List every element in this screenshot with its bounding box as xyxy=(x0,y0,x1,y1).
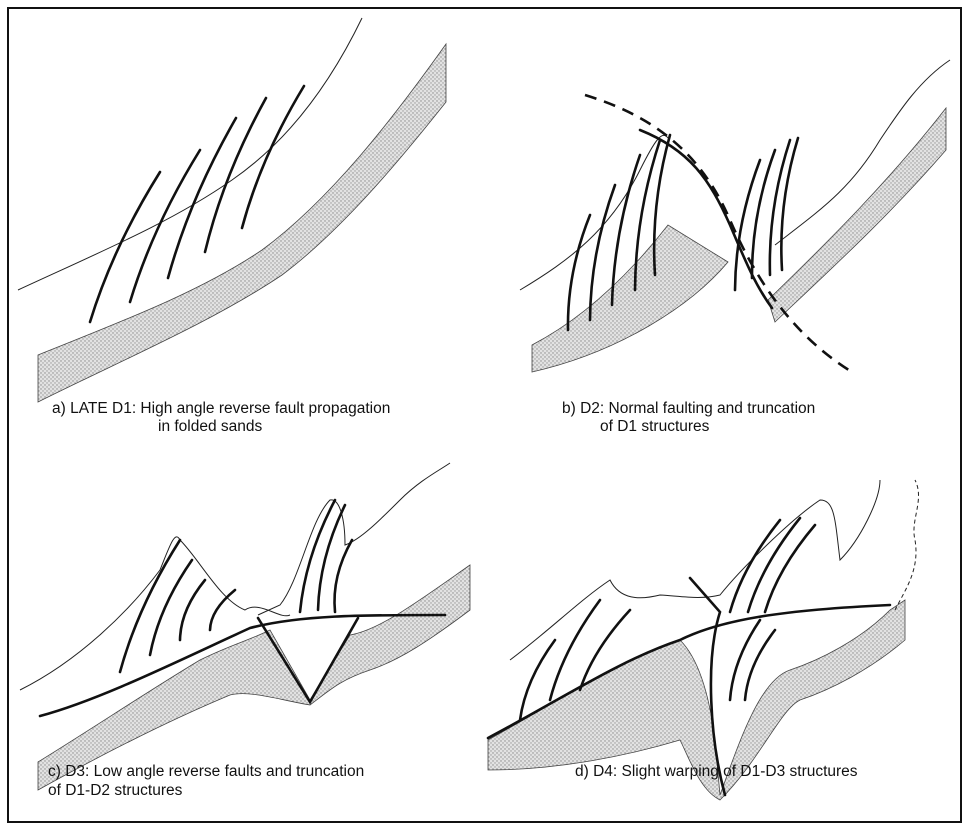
fault-trace xyxy=(610,153,642,307)
caption: of D1 structures xyxy=(600,418,710,435)
caption: b) D2: Normal faulting and truncation xyxy=(562,400,815,417)
fault-trace xyxy=(148,558,194,657)
thrust xyxy=(486,603,892,740)
sand-layer xyxy=(37,42,447,403)
fault-trace xyxy=(128,148,202,304)
panel-a xyxy=(17,17,447,403)
fault-trace xyxy=(203,96,268,254)
fault-trace xyxy=(652,133,672,277)
fault-trace xyxy=(118,538,182,674)
fault-trace xyxy=(746,516,802,614)
fault-trace xyxy=(728,618,762,702)
caption: of D1-D2 structures xyxy=(48,782,183,799)
fault-trace xyxy=(548,598,602,702)
fault-trace xyxy=(728,518,782,614)
faults xyxy=(88,84,817,722)
sand-layer xyxy=(487,599,906,801)
horizon xyxy=(894,479,919,611)
normal-fault xyxy=(688,576,727,797)
caption: a) LATE D1: High angle reverse fault pro… xyxy=(52,400,390,417)
fault-trace xyxy=(633,138,662,292)
caption: d) D4: Slight warping of D1-D3 structure… xyxy=(575,763,858,780)
horizon xyxy=(19,536,291,691)
fault-trace xyxy=(298,498,337,614)
normal-fault xyxy=(638,128,774,310)
thrust xyxy=(38,613,447,718)
fault-trace xyxy=(240,84,306,230)
fault-trace xyxy=(316,503,347,612)
panel-b xyxy=(519,59,951,374)
fault-trace xyxy=(178,578,207,642)
fault-trace xyxy=(780,136,800,272)
fault-trace xyxy=(518,638,557,722)
fault-trace xyxy=(588,183,617,322)
sand-layer xyxy=(37,564,471,791)
fault-trace xyxy=(566,213,592,332)
caption: c) D3: Low angle reverse faults and trun… xyxy=(48,763,364,780)
fault-trace xyxy=(743,628,777,702)
fault-trace xyxy=(578,608,632,692)
fault-trace xyxy=(208,588,237,632)
fault-trace xyxy=(88,170,162,324)
normal-fault xyxy=(256,616,360,705)
frame xyxy=(7,7,962,823)
sand-layer xyxy=(767,106,947,323)
sand-layer xyxy=(531,224,729,373)
horizon xyxy=(774,59,951,246)
fault-trace xyxy=(750,148,777,280)
normal-fault xyxy=(584,93,853,374)
fault-trace xyxy=(763,523,817,614)
caption: in folded sands xyxy=(158,418,263,435)
horizon xyxy=(17,17,363,291)
fault-trace xyxy=(166,116,238,280)
panel-c xyxy=(19,462,471,791)
horizon xyxy=(257,462,451,616)
horizon xyxy=(509,479,881,661)
fault-trace xyxy=(768,138,792,277)
fault-trace xyxy=(333,538,354,614)
panel-d xyxy=(486,479,919,801)
fault-trace xyxy=(733,158,762,292)
